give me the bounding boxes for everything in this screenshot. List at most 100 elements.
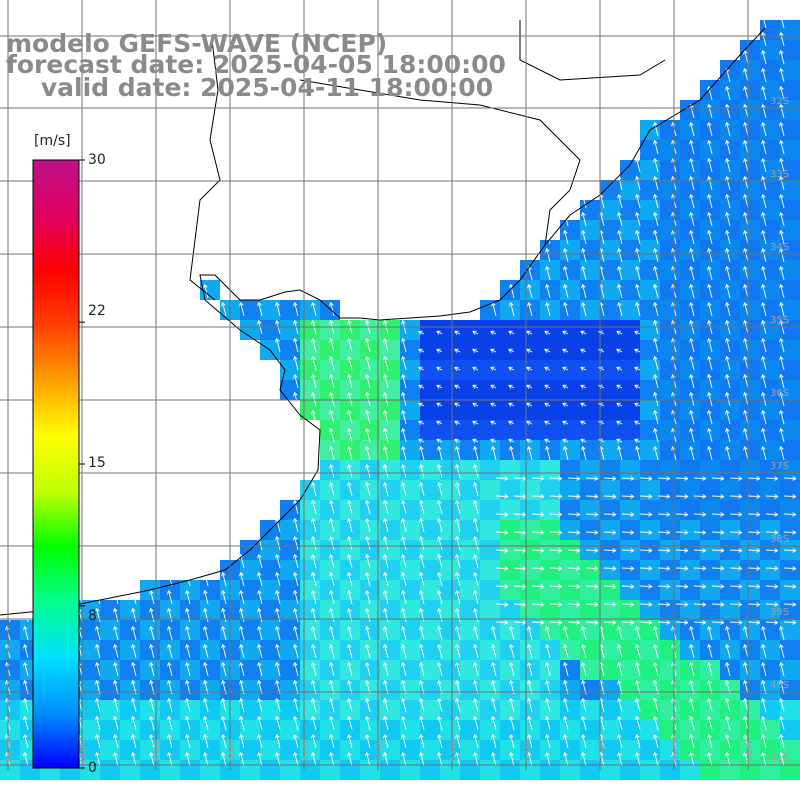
wind-arrow xyxy=(513,566,527,571)
wind-arrow xyxy=(329,302,335,317)
wind-arrow xyxy=(490,384,497,389)
wind-arrow xyxy=(729,566,743,571)
wind-arrow xyxy=(689,428,695,443)
wind-arrow xyxy=(711,494,725,499)
wind-cell xyxy=(240,720,260,740)
wind-cell xyxy=(680,180,700,200)
wind-arrow xyxy=(635,752,641,767)
wind-arrow xyxy=(761,626,767,641)
wind-cell xyxy=(420,700,440,720)
wind-cell xyxy=(100,660,120,680)
wind-cell xyxy=(480,520,500,540)
wind-arrow xyxy=(329,338,335,353)
wind-arrow xyxy=(581,194,587,209)
wind-arrow xyxy=(531,548,545,553)
wind-arrow xyxy=(365,410,371,425)
wind-arrow xyxy=(203,662,209,677)
wind-arrow xyxy=(779,662,785,677)
wind-cell xyxy=(300,320,320,340)
wind-arrow xyxy=(621,494,635,499)
wind-arrow xyxy=(653,284,659,299)
wind-arrow xyxy=(779,356,785,371)
wind-arrow xyxy=(563,734,569,749)
wind-arrow xyxy=(729,530,743,535)
wind-cell xyxy=(460,460,480,480)
wind-cell xyxy=(620,180,640,200)
wind-cell xyxy=(320,480,340,500)
wind-cell xyxy=(260,320,280,340)
wind-arrow xyxy=(23,644,29,659)
wind-arrow xyxy=(257,716,263,731)
wind-arrow xyxy=(131,698,137,713)
wind-arrow xyxy=(311,536,317,551)
wind-cell xyxy=(360,600,380,620)
wind-cell xyxy=(280,640,300,660)
wind-arrow xyxy=(639,620,653,625)
wind-cell xyxy=(300,560,320,580)
wind-arrow xyxy=(711,530,725,535)
wind-cell xyxy=(360,560,380,580)
wind-cell xyxy=(580,360,600,380)
wind-arrow xyxy=(185,662,191,677)
wind-cell xyxy=(280,660,300,680)
wind-arrow xyxy=(365,644,371,659)
wind-cell xyxy=(540,400,560,420)
wind-cell xyxy=(300,760,320,780)
wind-arrow xyxy=(743,644,749,659)
wind-cell xyxy=(540,660,560,680)
wind-arrow xyxy=(454,420,461,425)
wind-cell xyxy=(520,540,540,560)
wind-arrow xyxy=(454,348,461,353)
wind-cell xyxy=(300,500,320,520)
wind-cell xyxy=(420,460,440,480)
wind-cell xyxy=(760,220,780,240)
wind-cell xyxy=(680,560,700,580)
wind-cell xyxy=(540,680,560,700)
wind-arrow xyxy=(383,590,389,605)
wind-arrow xyxy=(761,50,767,65)
wind-arrow xyxy=(711,476,725,481)
wind-arrow xyxy=(725,338,731,353)
wind-arrow xyxy=(743,176,749,191)
wind-cell xyxy=(120,620,140,640)
wind-cell xyxy=(360,480,380,500)
wind-arrow xyxy=(675,530,689,535)
wind-arrow xyxy=(437,572,443,587)
lon-label: 59W xyxy=(152,739,163,762)
valid-date-text: valid date: 2025-04-11 18:00:00 xyxy=(40,73,494,102)
wind-arrow xyxy=(239,752,245,767)
wind-arrow xyxy=(581,212,587,227)
wind-arrow xyxy=(23,608,29,623)
wind-arrow xyxy=(544,366,551,371)
wind-arrow xyxy=(473,554,479,569)
wind-arrow xyxy=(311,554,317,569)
wind-arrow xyxy=(743,50,749,65)
wind-arrow xyxy=(239,608,245,623)
lon-label: 51W xyxy=(744,739,755,762)
wind-arrow xyxy=(293,302,299,317)
wind-arrow xyxy=(562,384,569,389)
wind-arrow xyxy=(725,86,731,101)
wind-arrow xyxy=(418,348,425,353)
wind-arrow xyxy=(779,392,785,407)
wind-cell xyxy=(580,420,600,440)
wind-arrow xyxy=(567,548,581,553)
wind-arrow xyxy=(617,626,623,641)
wind-arrow xyxy=(693,584,707,589)
wind-cell xyxy=(600,740,620,760)
wind-arrow xyxy=(765,566,779,571)
wind-arrow xyxy=(383,572,389,587)
wind-arrow xyxy=(149,698,155,713)
wind-arrow xyxy=(653,302,659,317)
wind-cell xyxy=(180,680,200,700)
wind-cell xyxy=(540,640,560,660)
wind-cell xyxy=(580,340,600,360)
wind-cell xyxy=(780,620,800,640)
wind-arrow xyxy=(725,644,731,659)
wind-arrow xyxy=(549,620,563,625)
wind-arrow xyxy=(617,266,623,281)
wind-arrow xyxy=(401,752,407,767)
wind-arrow xyxy=(347,716,353,731)
wind-arrow xyxy=(437,698,443,713)
wind-cell xyxy=(760,420,780,440)
